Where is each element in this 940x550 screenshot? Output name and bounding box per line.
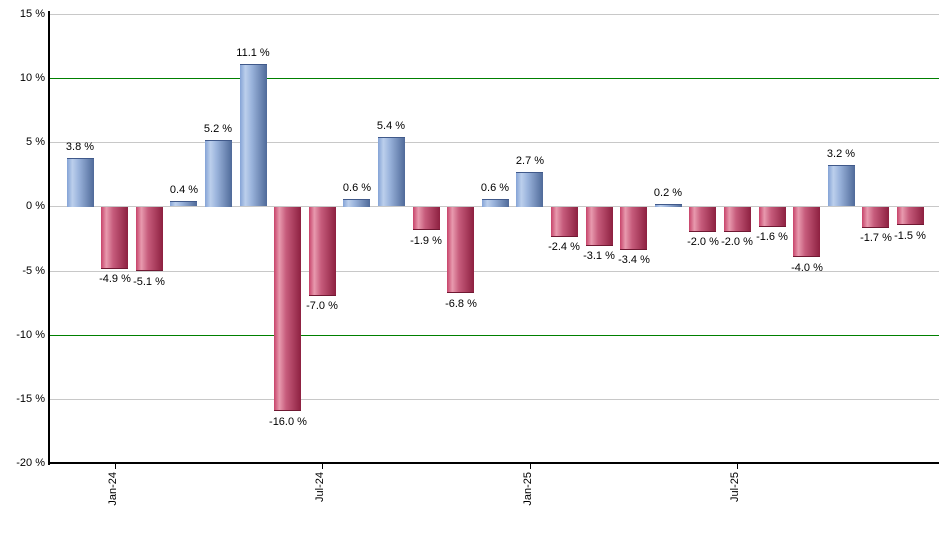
bar-Apr-24 [205, 140, 232, 207]
bar-Aug-24 [343, 199, 370, 207]
bar-value-label: 5.2 % [203, 123, 233, 135]
bar-value-label: -5.1 % [133, 276, 165, 288]
y-axis-tick-label: -15 % [16, 393, 45, 405]
bar-value-label: -3.1 % [583, 250, 615, 262]
bar-Nov-25 [862, 207, 889, 228]
bar-value-label: -2.4 % [548, 241, 580, 253]
bar-Mar-24 [170, 201, 197, 206]
bar-Jul-25 [724, 207, 751, 232]
x-axis-tick-label: Jan-24 [107, 472, 119, 506]
bar-value-label: -2.0 % [721, 236, 753, 248]
y-axis-tick-label: -5 % [22, 265, 45, 277]
bar-value-label: -1.7 % [860, 232, 892, 244]
bar-Sep-24 [378, 137, 405, 206]
bar-value-label: -1.9 % [410, 235, 442, 247]
bar-Jul-24 [309, 207, 336, 296]
x-axis [48, 462, 939, 464]
bar-value-label: 5.4 % [376, 120, 406, 132]
bar-value-label: -4.9 % [99, 273, 131, 285]
y-axis-tick-label: -10 % [16, 329, 45, 341]
bar-Aug-25 [759, 207, 786, 227]
bar-Sep-25 [793, 207, 820, 257]
bar-value-label: 3.8 % [65, 141, 95, 153]
bar-Dec-24 [482, 199, 509, 207]
bar-Dec-25 [897, 207, 924, 225]
bar-Dec-23 [67, 158, 94, 207]
bar-value-label: -4.0 % [791, 262, 823, 274]
bar-May-24 [240, 64, 267, 206]
bar-value-label: -2.0 % [687, 236, 719, 248]
bar-value-label: -3.4 % [618, 254, 650, 266]
bar-Oct-25 [828, 165, 855, 206]
gridline-15 [49, 14, 939, 15]
x-axis-tick [530, 464, 531, 469]
x-axis-tick [322, 464, 323, 469]
x-axis-tick-label: Jul-24 [314, 472, 326, 502]
bar-value-label: 0.4 % [169, 184, 199, 196]
bar-May-25 [655, 204, 682, 207]
y-axis-tick-label: 10 % [19, 72, 45, 84]
bar-value-label: 0.6 % [480, 182, 510, 194]
y-axis-tick-label: -20 % [16, 457, 45, 469]
bar-Jan-24 [101, 207, 128, 269]
x-axis-tick-label: Jan-25 [522, 472, 534, 506]
bar-value-label: 0.6 % [342, 182, 372, 194]
bar-value-label: 3.2 % [826, 148, 856, 160]
x-axis-tick-label: Jul-25 [729, 472, 741, 502]
bar-Mar-25 [586, 207, 613, 246]
bar-value-label: -1.6 % [756, 231, 788, 243]
bar-Feb-25 [551, 207, 578, 237]
bar-value-label: 2.7 % [515, 155, 545, 167]
y-axis-tick-label: 5 % [26, 136, 45, 148]
x-axis-tick [115, 464, 116, 469]
bar-Oct-24 [413, 207, 440, 230]
bar-Nov-24 [447, 207, 474, 293]
y-axis-tick-label: 0 % [26, 200, 45, 212]
bar-Feb-24 [136, 207, 163, 271]
bar-Jan-25 [516, 172, 543, 207]
threshold-line-10 [49, 78, 939, 79]
bar-value-label: 0.2 % [653, 187, 683, 199]
gridline--15 [49, 399, 939, 400]
gridline-5 [49, 142, 939, 143]
bar-Jun-24 [274, 207, 301, 411]
threshold-line--10 [49, 335, 939, 336]
x-axis-tick [737, 464, 738, 469]
bar-Jun-25 [689, 207, 716, 232]
bar-Apr-25 [620, 207, 647, 250]
bar-value-label: -16.0 % [269, 416, 307, 428]
bar-value-label: -7.0 % [306, 300, 338, 312]
bar-value-label: 11.1 % [236, 47, 270, 59]
bar-value-label: -1.5 % [894, 230, 926, 242]
bar-value-label: -6.8 % [445, 298, 477, 310]
y-axis-tick-label: 15 % [19, 8, 45, 20]
y-axis [48, 11, 50, 465]
